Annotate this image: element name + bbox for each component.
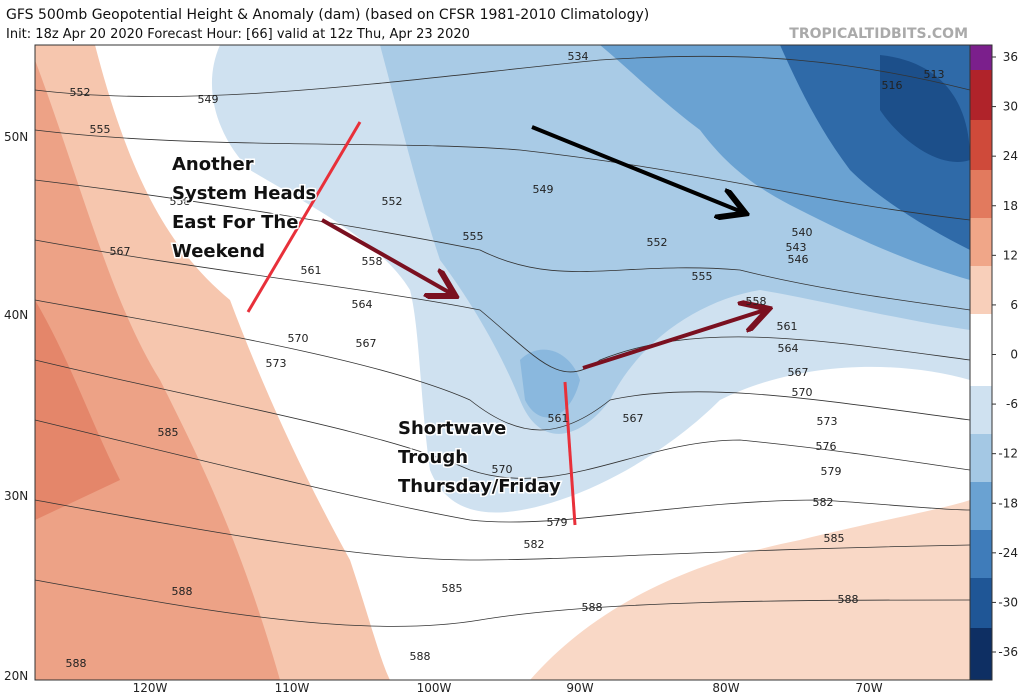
contour-label: 570 [792,386,813,399]
colorbar-label: 12 [1003,248,1018,262]
contour-label: 588 [410,650,431,663]
contour-label: 585 [442,582,463,595]
contour-label: 549 [198,93,219,106]
contour-label: 582 [813,496,834,509]
contour-label: 570 [492,463,513,476]
contour-label: 552 [382,195,403,208]
subtitle: Init: 18z Apr 20 2020 Forecast Hour: [66… [6,27,470,42]
colorbar [969,44,993,681]
longitude-label: 110W [275,681,310,695]
colorbar-label: 30 [1003,100,1018,114]
latitude-label: 30N [4,489,28,503]
latitude-label: 20N [4,669,28,683]
contour-label: 588 [66,657,87,670]
contour-label: 570 [288,332,309,345]
annotation: Trough [398,447,468,468]
colorbar-label: -24 [998,546,1018,560]
contour-label: 546 [788,253,809,266]
title: GFS 500mb Geopotential Height & Anomaly … [6,7,649,23]
contour-label: 585 [158,426,179,439]
contour-label: 549 [533,183,554,196]
contour-label: 579 [821,465,842,478]
longitude-label: 120W [133,681,168,695]
annotation: Shortwave [398,418,506,439]
contour-label: 573 [817,415,838,428]
contour-label: 561 [301,264,322,277]
contour-label: 534 [568,50,589,63]
contour-label: 585 [824,532,845,545]
contour-label: 567 [110,245,131,258]
colorbar-label: 18 [1003,199,1018,213]
contour-label: 555 [692,270,713,283]
annotation: Weekend [172,241,265,262]
contour-label: 567 [356,337,377,350]
contour-label: 567 [788,366,809,379]
map-area [35,45,970,680]
annotation: System Heads [172,183,316,204]
contour-label: 582 [524,538,545,551]
contour-label: 558 [746,295,767,308]
contour-label: 558 [170,195,191,208]
contour-label: 564 [778,342,799,355]
colorbar-label: 6 [1010,298,1018,312]
annotation: Thursday/Friday [398,476,561,497]
latitude-label: 50N [4,130,28,144]
contour-label: 543 [786,241,807,254]
colorbar-label: -18 [998,496,1018,510]
colorbar-label: -6 [1006,397,1018,411]
contour-label: 588 [582,601,603,614]
source: TROPICALTIDBITS.COM [789,26,968,42]
colorbar-label: 0 [1010,348,1018,362]
contour-label: 552 [70,86,91,99]
contour-label: 561 [777,320,798,333]
longitude-label: 80W [712,681,739,695]
longitude-label: 70W [855,681,882,695]
contour-label: 552 [647,236,668,249]
contour-label: 555 [463,230,484,243]
longitude-label: 90W [566,681,593,695]
arrows [246,121,765,526]
contour-label: 588 [172,585,193,598]
annotation: Another [172,154,254,175]
contour-label: 558 [362,255,383,268]
contour-label: 579 [547,516,568,529]
contour-label: 567 [623,412,644,425]
colorbar-label: -30 [998,595,1018,609]
colorbar-label: 24 [1003,149,1018,163]
contour-label: 573 [266,357,287,370]
contour-label: 561 [548,412,569,425]
latitude-label: 40N [4,308,28,322]
contour-label: 516 [882,79,903,92]
colorbar-label: -12 [998,447,1018,461]
contour-label: 513 [924,68,945,81]
contour-label: 540 [792,226,813,239]
contour-label: 564 [352,298,373,311]
colorbar-label: 36 [1003,50,1018,64]
contour-label: 555 [90,123,111,136]
colorbar-label: -36 [998,645,1018,659]
longitude-label: 100W [417,681,452,695]
contour-label: 576 [816,440,837,453]
contour-label: 588 [838,593,859,606]
annotation: East For The [172,212,298,233]
